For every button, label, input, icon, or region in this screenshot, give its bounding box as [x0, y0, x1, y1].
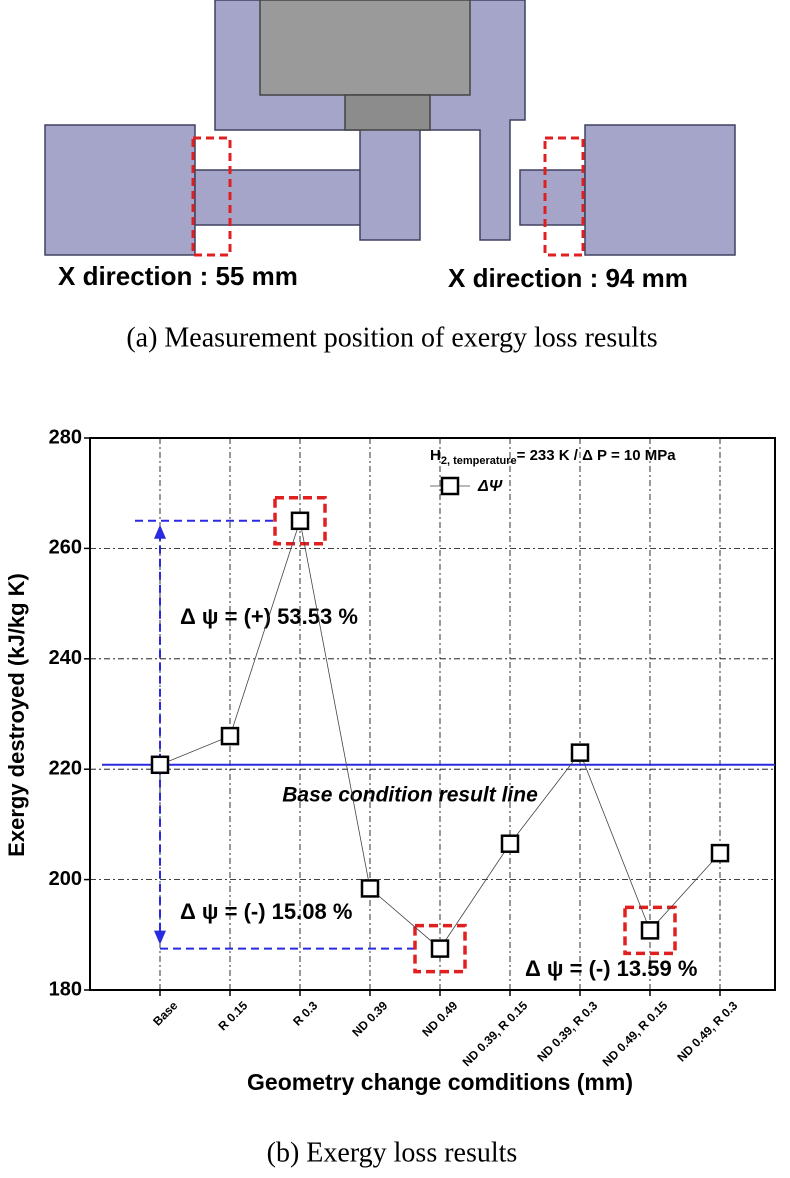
diagram — [44, 0, 736, 257]
annotation: Base condition result line — [282, 784, 538, 807]
label-left: X direction : 55 mm — [58, 261, 298, 291]
x-tick-label: ND 0.39, R 0.3 — [534, 998, 600, 1064]
measure-box — [191, 136, 232, 257]
marker — [500, 834, 520, 853]
legend-title-part: = 233 K / Δ P = 10 MPa — [517, 447, 677, 464]
caption-b: (b) Exergy loss results — [267, 1137, 518, 1168]
marker — [220, 726, 240, 746]
legend-title-part: H — [430, 447, 441, 464]
label-right: X direction : 94 mm — [448, 263, 688, 293]
cylinder — [259, 0, 471, 96]
highlight-box — [623, 905, 677, 956]
marker — [640, 921, 660, 940]
highlight-box — [273, 496, 327, 546]
x-tick-label: ND 0.49, R 0.15 — [600, 998, 671, 1069]
legend-title: H2, temperature= 233 K / Δ P = 10 MPa — [430, 447, 676, 467]
y-tick-label: 280 — [49, 426, 82, 448]
y-axis-label: Exergy destroyed (kJ/kg K) — [4, 573, 29, 857]
right-flange — [584, 124, 736, 256]
marker — [710, 843, 730, 863]
annotation: Δ ψ = (-) 15.08 % — [180, 899, 352, 924]
y-tick-label: 180 — [49, 978, 82, 1000]
y-tick-label: 220 — [49, 757, 82, 779]
y-tick-label: 260 — [49, 537, 82, 559]
x-tick-label: Base — [150, 998, 180, 1028]
cylinder-tip — [344, 94, 431, 131]
legend-marker — [440, 476, 460, 496]
caption-a: (a) Measurement position of exergy loss … — [126, 322, 657, 353]
x-tick-label: ND 0.39 — [349, 998, 390, 1039]
arrow-head — [154, 524, 166, 539]
x-tick-label: ND 0.49 — [419, 998, 460, 1039]
arrow-head — [154, 930, 166, 945]
y-tick-label: 240 — [49, 647, 82, 669]
left-pipe — [194, 169, 366, 226]
legend-entry: ΔΨ — [477, 478, 503, 495]
marker — [290, 511, 310, 531]
right-pipe — [519, 169, 586, 226]
y-tick-label: 200 — [49, 868, 82, 890]
left-flange — [44, 124, 196, 256]
marker — [360, 879, 380, 898]
marker — [570, 743, 590, 762]
x-tick-label: ND 0.39, R 0.15 — [460, 998, 531, 1069]
x-tick-label: R 0.3 — [290, 998, 320, 1028]
annotation: Δ ψ = (-) 13.59 % — [525, 956, 697, 981]
highlight-box — [413, 923, 467, 974]
x-tick-label: ND 0.49, R 0.3 — [674, 998, 740, 1064]
x-tick-label: R 0.15 — [215, 998, 250, 1033]
legend-title-part: 2, temperature — [441, 455, 517, 467]
measure-box — [543, 136, 585, 257]
marker — [150, 755, 170, 775]
x-axis-label: Geometry change comditions (mm) — [247, 1069, 633, 1095]
plot-frame — [89, 437, 776, 991]
marker — [430, 939, 450, 958]
